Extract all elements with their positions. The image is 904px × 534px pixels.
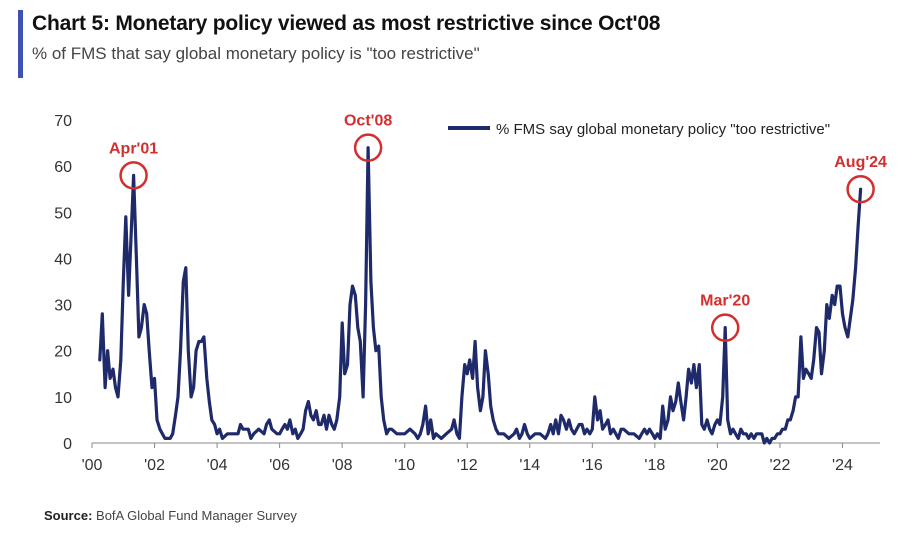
y-tick-label: 60 bbox=[54, 159, 72, 176]
x-tick-label: '04 bbox=[207, 457, 228, 474]
x-tick-label: '24 bbox=[832, 457, 853, 474]
y-tick-label: 40 bbox=[54, 251, 72, 268]
x-tick-label: '16 bbox=[582, 457, 603, 474]
annotation-label: Aug'24 bbox=[834, 154, 887, 171]
y-tick-label: 70 bbox=[54, 113, 72, 130]
annotation-circle bbox=[710, 313, 740, 342]
x-tick-label: '00 bbox=[82, 457, 103, 474]
data-series bbox=[98, 146, 863, 445]
x-tick-label: '12 bbox=[457, 457, 478, 474]
series-line bbox=[98, 146, 863, 445]
annotation-label: Oct'08 bbox=[344, 113, 392, 130]
annotation-label: Apr'01 bbox=[109, 140, 158, 157]
x-tick-label: '22 bbox=[770, 457, 791, 474]
chart-subtitle: % of FMS that say global monetary policy… bbox=[32, 44, 480, 63]
legend-label: % FMS say global monetary policy "too re… bbox=[496, 121, 830, 138]
source-note: Source: BofA Global Fund Manager Survey bbox=[44, 508, 297, 523]
source-text: BofA Global Fund Manager Survey bbox=[96, 508, 297, 523]
annotation-label: Mar'20 bbox=[700, 293, 750, 310]
line-chart: 0 10 20 30 40 50 60 70 '00 '02 '04 '06 '08 '10 '12 '14… bbox=[54, 113, 887, 474]
x-tick-label: '18 bbox=[644, 457, 665, 474]
x-tick-label: '14 bbox=[519, 457, 540, 474]
legend: % FMS say global monetary policy "too re… bbox=[448, 121, 830, 138]
x-tick-label: '08 bbox=[332, 457, 353, 474]
title-accent-bar bbox=[18, 10, 23, 78]
annotation-circle bbox=[846, 174, 875, 204]
annotation-circle bbox=[119, 161, 148, 190]
x-tick-label: '06 bbox=[269, 457, 290, 474]
y-tick-label: 10 bbox=[54, 390, 72, 407]
y-axis: 0 10 20 30 40 50 60 70 bbox=[54, 113, 72, 453]
annotations: Apr'01 Oct'08 Mar'20 Aug'24 bbox=[109, 113, 887, 342]
x-axis: '00 '02 '04 '06 '08 '10 '12 '14 '16 '18 '20 '22 '24 bbox=[82, 442, 880, 474]
y-tick-label: 30 bbox=[54, 298, 72, 315]
chart-title: Chart 5: Monetary policy viewed as most … bbox=[32, 12, 661, 35]
annotation-circle bbox=[353, 133, 383, 162]
x-tick-label: '10 bbox=[394, 457, 415, 474]
y-tick-label: 20 bbox=[54, 344, 72, 361]
source-label: Source: bbox=[44, 508, 93, 523]
x-tick-label: '02 bbox=[144, 457, 165, 474]
y-tick-label: 0 bbox=[63, 436, 72, 453]
x-tick-label: '20 bbox=[707, 457, 728, 474]
y-tick-label: 50 bbox=[54, 205, 72, 222]
